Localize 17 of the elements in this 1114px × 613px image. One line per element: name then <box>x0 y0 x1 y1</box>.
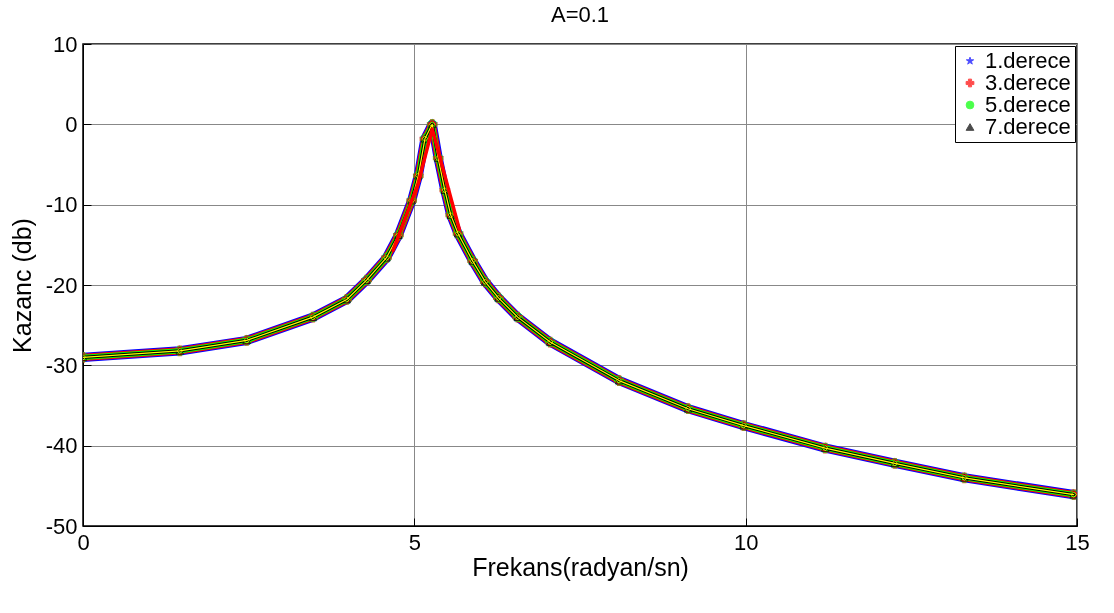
legend-label: 3.derece <box>985 70 1071 95</box>
legend-label: 5.derece <box>985 92 1071 117</box>
y-tick-label: -10 <box>45 192 78 218</box>
x-tick-label: 15 <box>1065 529 1090 555</box>
y-tick-label: -50 <box>45 513 78 539</box>
y-tick-label: 10 <box>53 31 78 57</box>
y-tick-label: -40 <box>45 433 78 459</box>
legend-label: 1.derece <box>985 48 1071 73</box>
y-axis-title: Kazanc (db) <box>7 218 36 353</box>
x-tick-label: 5 <box>408 529 421 555</box>
x-axis-title: Frekans(radyan/sn) <box>472 552 689 581</box>
chart-title: A=0.1 <box>550 2 610 27</box>
legend-label: 7.derece <box>985 114 1071 139</box>
y-tick-label: -20 <box>45 272 78 298</box>
y-tick-label: -30 <box>45 352 78 378</box>
x-tick-label: 10 <box>733 529 759 555</box>
y-tick-label: 0 <box>65 111 78 137</box>
